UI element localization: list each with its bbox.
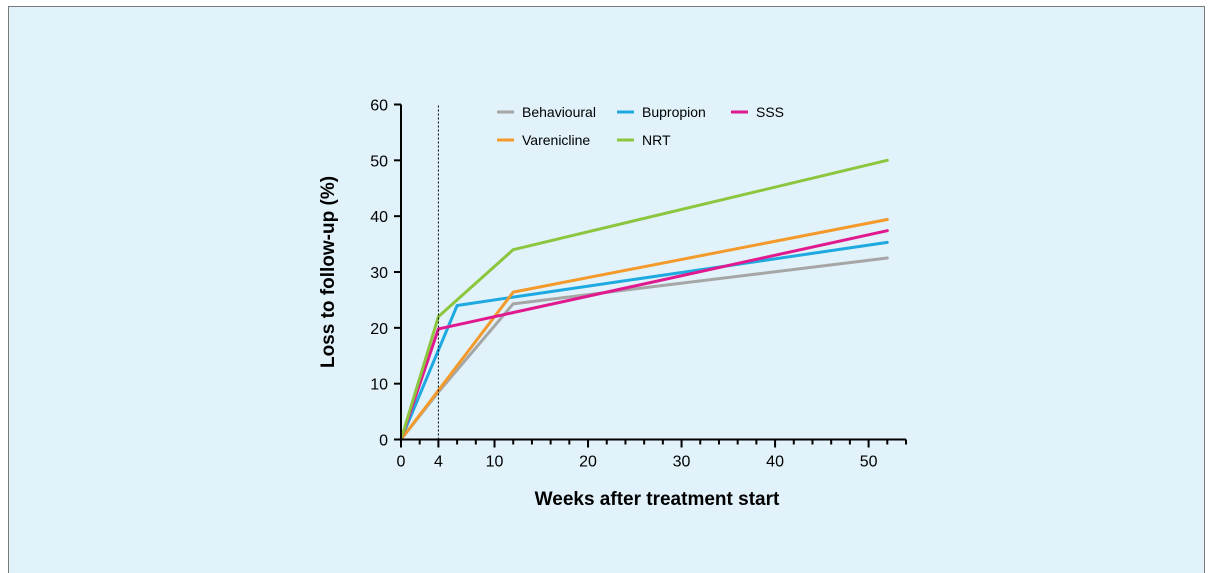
- legend-label-behavioural: Behavioural: [522, 104, 596, 120]
- axes: 0 10 20 30 40 50 60 0 4 10 20 30 40 50: [370, 98, 907, 471]
- series-line-varenicline: [399, 218, 889, 441]
- y-tick-label: 60: [370, 98, 388, 115]
- legend-label-sss: SSS: [756, 104, 784, 120]
- y-tick-label: 40: [370, 209, 388, 226]
- x-tick-label: 10: [486, 454, 504, 471]
- legend: Behavioural Bupropion SSS Varenicline NRT: [497, 104, 784, 148]
- figure-panel: [8, 6, 1205, 573]
- series-line-bupropion: [399, 240, 889, 441]
- x-tick-label: 0: [397, 454, 406, 471]
- series-line-nrt: [399, 158, 889, 441]
- plot-lines: [399, 158, 889, 441]
- y-axis-title: Loss to follow-up (%): [318, 176, 339, 368]
- y-tick-label: 10: [370, 377, 388, 394]
- y-tick-label: 50: [370, 153, 388, 170]
- series-line-sss: [399, 229, 889, 441]
- x-tick-label: 4: [434, 454, 443, 471]
- legend-label-bupropion: Bupropion: [642, 104, 706, 120]
- x-tick-label: 40: [766, 454, 784, 471]
- x-tick-label: 30: [673, 454, 691, 471]
- legend-label-nrt: NRT: [642, 132, 671, 148]
- y-tick-label: 20: [370, 321, 388, 338]
- y-tick-label: 30: [370, 265, 388, 282]
- x-tick-label: 50: [860, 454, 878, 471]
- legend-label-varenicline: Varenicline: [522, 132, 590, 148]
- x-axis-title: Weeks after treatment start: [535, 489, 780, 510]
- y-tick-label: 0: [379, 433, 388, 450]
- x-tick-label: 20: [579, 454, 597, 471]
